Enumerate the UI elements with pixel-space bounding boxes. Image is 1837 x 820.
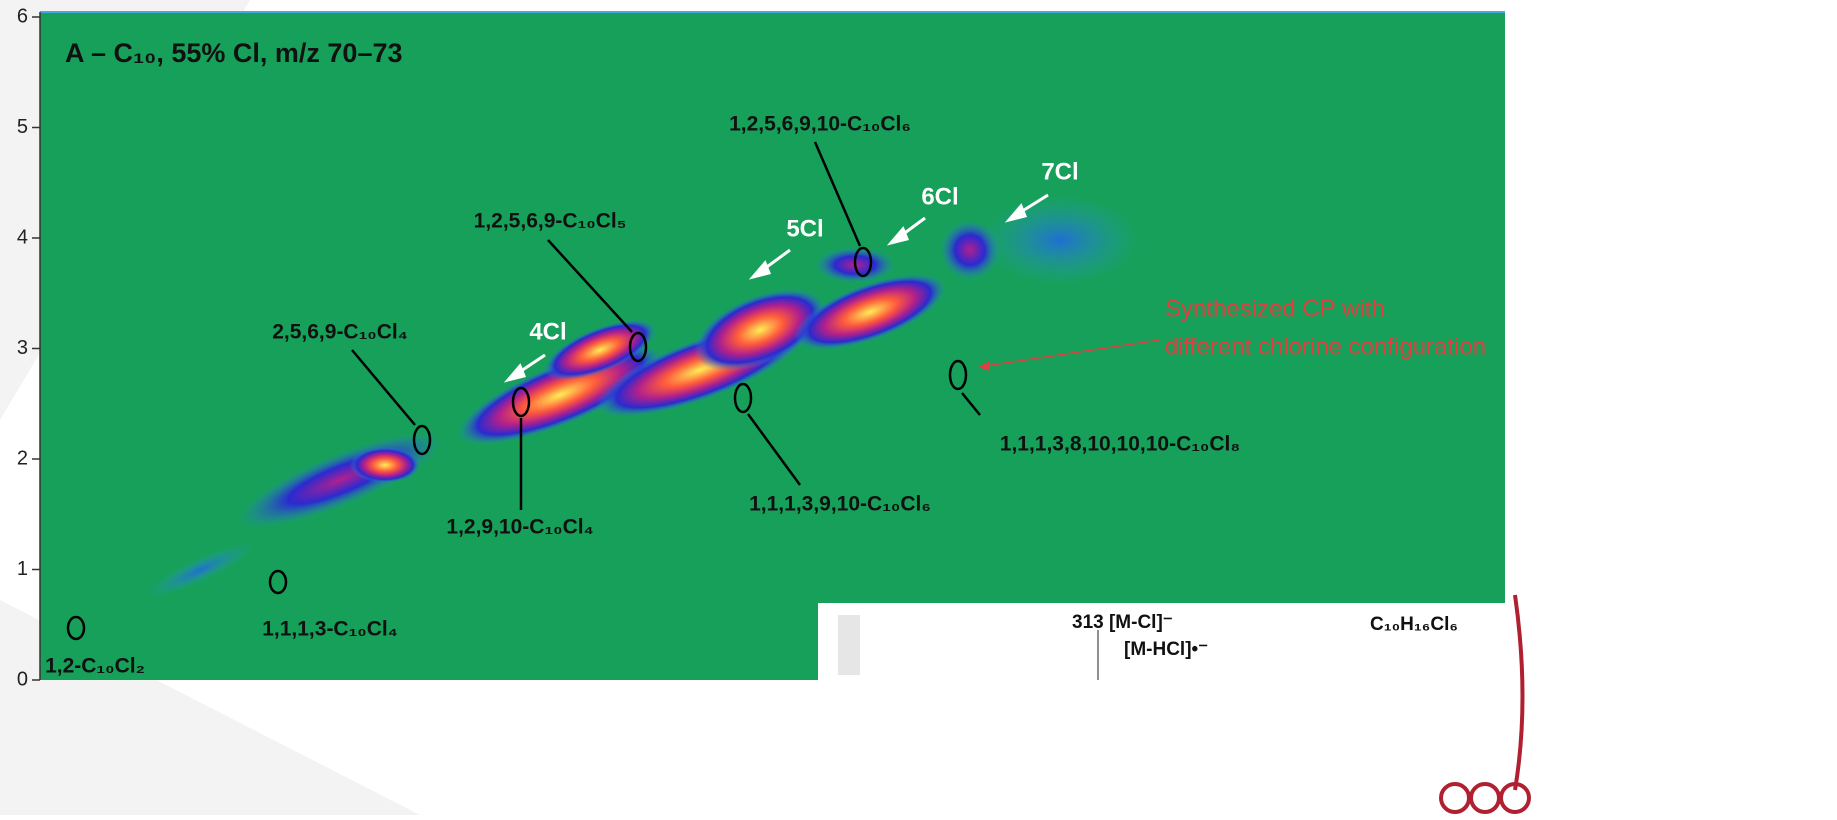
inset-text: 313 [M-Cl]⁻ bbox=[1072, 612, 1173, 633]
plot-title: A – C₁₀, 55% Cl, m/z 70–73 bbox=[65, 38, 403, 68]
callout-text: different chlorine configuration bbox=[1165, 333, 1486, 360]
inset-text: [M-HCl]•⁻ bbox=[1124, 639, 1208, 660]
chlorine-label: 5Cl bbox=[786, 215, 823, 242]
peak-label: 1,1,1,3-C₁₀Cl₄ bbox=[262, 618, 398, 641]
y-tick-label: 0 bbox=[17, 668, 28, 690]
peak-label: 1,2-C₁₀Cl₂ bbox=[45, 655, 145, 678]
inset-graphic bbox=[838, 615, 860, 675]
callout-text: Synthesized CP with bbox=[1165, 295, 1385, 322]
logo-line bbox=[1515, 595, 1523, 790]
peak-label: 1,2,9,10-C₁₀Cl₄ bbox=[446, 516, 593, 539]
y-tick-label: 5 bbox=[17, 116, 28, 138]
chlorine-label: 4Cl bbox=[529, 318, 566, 345]
peak-label: 1,2,5,6,9,10-C₁₀Cl₆ bbox=[729, 113, 911, 136]
peak-label: 1,1,1,3,9,10-C₁₀Cl₆ bbox=[749, 493, 931, 516]
chlorine-label: 7Cl bbox=[1041, 158, 1078, 185]
peak-label: 2,5,6,9-C₁₀Cl₄ bbox=[272, 321, 408, 344]
chlorine-label: 6Cl bbox=[921, 183, 958, 210]
y-tick-label: 2 bbox=[17, 447, 28, 469]
peak-label: 1,2,5,6,9-C₁₀Cl₅ bbox=[474, 210, 627, 233]
page: 0 1 2 3 4 5 6 A – C₁₀, 55% Cl, m/z 70–73 1,2,5… bbox=[0, 0, 1837, 815]
peak-label: 1,1,1,3,8,10,10,10-C₁₀Cl₈ bbox=[1000, 433, 1240, 456]
blob bbox=[350, 447, 420, 483]
y-tick-label: 4 bbox=[17, 226, 28, 248]
blob bbox=[980, 195, 1140, 285]
inset-text: C₁₀H₁₆Cl₆ bbox=[1370, 614, 1458, 635]
slide: 0 1 2 3 4 5 6 A – C₁₀, 55% Cl, m/z 70–73 1,2,5… bbox=[0, 0, 1837, 815]
y-tick-label: 3 bbox=[17, 337, 28, 359]
y-tick-label: 6 bbox=[17, 5, 28, 27]
y-tick-label: 1 bbox=[17, 558, 28, 580]
